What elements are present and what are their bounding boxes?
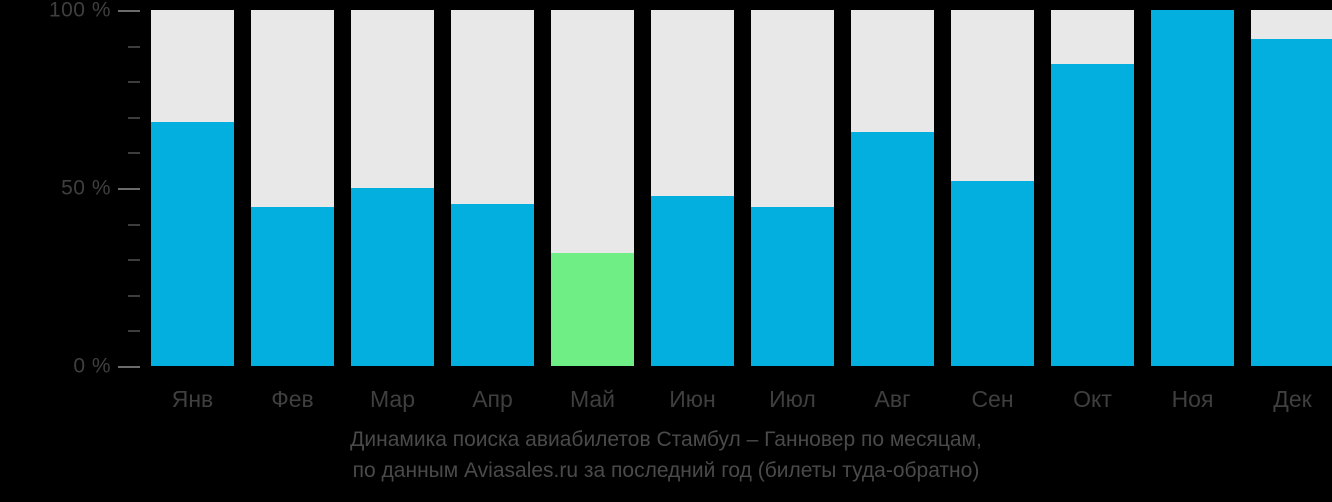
caption-line-1: Динамика поиска авиабилетов Стамбул – Га… <box>350 428 982 451</box>
plot-area <box>151 10 1332 366</box>
y-axis: 0 % 50 % 100 % <box>0 0 151 380</box>
y-axis-tick-label: 100 % <box>48 0 111 22</box>
x-axis-tick-label: Ноя <box>1171 386 1214 412</box>
bar-group[interactable] <box>1151 10 1234 366</box>
y-axis-tick-label: 0 % <box>73 354 111 378</box>
x-axis-tick-label: Сен <box>971 386 1014 412</box>
chart-caption: Динамика поиска авиабилетов Стамбул – Га… <box>0 424 1332 486</box>
y-axis-minor-tick <box>128 294 140 297</box>
x-axis-tick-label: Июл <box>769 386 816 412</box>
bar-fill <box>951 180 1034 366</box>
y-axis-minor-tick <box>128 116 140 119</box>
bar-fill <box>251 206 334 366</box>
x-axis-tick-label: Янв <box>171 386 214 412</box>
bar-group[interactable] <box>851 10 934 366</box>
bar-fill <box>751 206 834 366</box>
x-axis-tick-label: Дек <box>1273 386 1312 412</box>
x-axis-tick-label: Окт <box>1073 386 1112 412</box>
x-axis-tick-label: Авг <box>874 386 911 412</box>
y-axis-minor-tick <box>128 81 140 84</box>
bar-group[interactable] <box>751 10 834 366</box>
x-axis-tick-label: Май <box>569 386 616 412</box>
bar-fill <box>1251 38 1332 366</box>
y-axis-tick-label: 50 % <box>61 176 111 200</box>
y-axis-minor-tick <box>128 330 140 333</box>
bar-group[interactable] <box>451 10 534 366</box>
bar-group[interactable] <box>151 10 234 366</box>
y-axis-minor-tick <box>128 259 140 262</box>
bar-fill <box>1051 64 1134 366</box>
bar-group[interactable] <box>1051 10 1134 366</box>
bar-fill <box>351 188 434 366</box>
y-axis-major-tick <box>118 366 140 368</box>
bar-fill <box>1151 10 1234 366</box>
bar-group[interactable] <box>551 10 634 366</box>
y-axis-major-tick <box>118 188 140 190</box>
bar-fill <box>651 195 734 366</box>
caption-line-2: по данным Aviasales.ru за последний год … <box>352 459 980 482</box>
bar-group[interactable] <box>1251 10 1332 366</box>
y-axis-minor-tick <box>128 45 140 48</box>
bar-group[interactable] <box>651 10 734 366</box>
bar-group[interactable] <box>951 10 1034 366</box>
y-axis-minor-tick <box>128 223 140 226</box>
bar-fill <box>151 122 234 366</box>
x-axis-tick-label: Мар <box>369 386 415 412</box>
x-axis-tick-label: Июн <box>669 386 716 412</box>
bar-fill <box>551 253 634 366</box>
y-axis-minor-tick <box>128 152 140 155</box>
x-axis-labels: Янв Фев Мар Апр Май Июн Июл Авг Сен Окт Ноя Дек <box>0 378 1332 420</box>
bar-fill <box>451 204 534 366</box>
x-axis-tick-label: Фев <box>271 386 314 412</box>
x-axis-tick-label: Апр <box>472 386 513 412</box>
y-axis-major-tick <box>118 10 140 12</box>
bar-fill <box>851 132 934 366</box>
bar-group[interactable] <box>351 10 434 366</box>
bar-group[interactable] <box>251 10 334 366</box>
